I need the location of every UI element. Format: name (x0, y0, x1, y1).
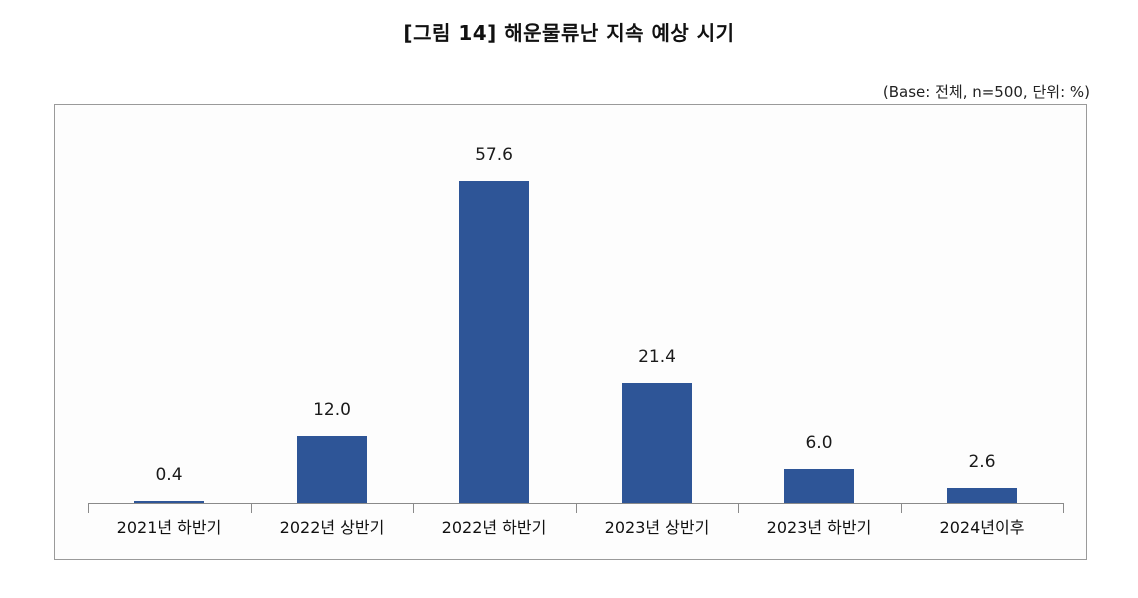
x-axis-tick (576, 503, 577, 513)
bar-value-label: 0.4 (155, 465, 183, 485)
x-axis-tick (251, 503, 252, 513)
bar (784, 469, 854, 503)
bar-value-label: 6.0 (805, 433, 833, 453)
x-axis-category-label: 2022년 상반기 (279, 518, 385, 537)
bar-value-label: 2.6 (968, 452, 996, 472)
x-axis-category-label: 2021년 하반기 (116, 518, 222, 537)
x-axis-tick (901, 503, 902, 513)
bar-value-label: 57.6 (475, 145, 513, 165)
x-axis-tick (413, 503, 414, 513)
x-axis-tick (738, 503, 739, 513)
bar (622, 383, 692, 503)
base-note: (Base: 전체, n=500, 단위: %) (882, 83, 1090, 101)
chart-frame (54, 104, 1087, 560)
bar (459, 181, 529, 503)
x-axis-category-label: 2023년 하반기 (766, 518, 872, 537)
x-axis-category-label: 2023년 상반기 (604, 518, 710, 537)
bar-value-label: 21.4 (638, 347, 676, 367)
x-axis-category-label: 2022년 하반기 (441, 518, 547, 537)
x-axis-tick (1063, 503, 1064, 513)
x-axis-category-label: 2024년이후 (939, 518, 1025, 537)
x-axis-tick (88, 503, 89, 513)
bar (947, 488, 1017, 503)
bar (297, 436, 367, 503)
x-axis-line (88, 503, 1063, 504)
chart-title: [그림 14] 해운물류난 지속 예상 시기 (403, 21, 735, 45)
bar-value-label: 12.0 (313, 400, 351, 420)
bar (134, 501, 204, 503)
